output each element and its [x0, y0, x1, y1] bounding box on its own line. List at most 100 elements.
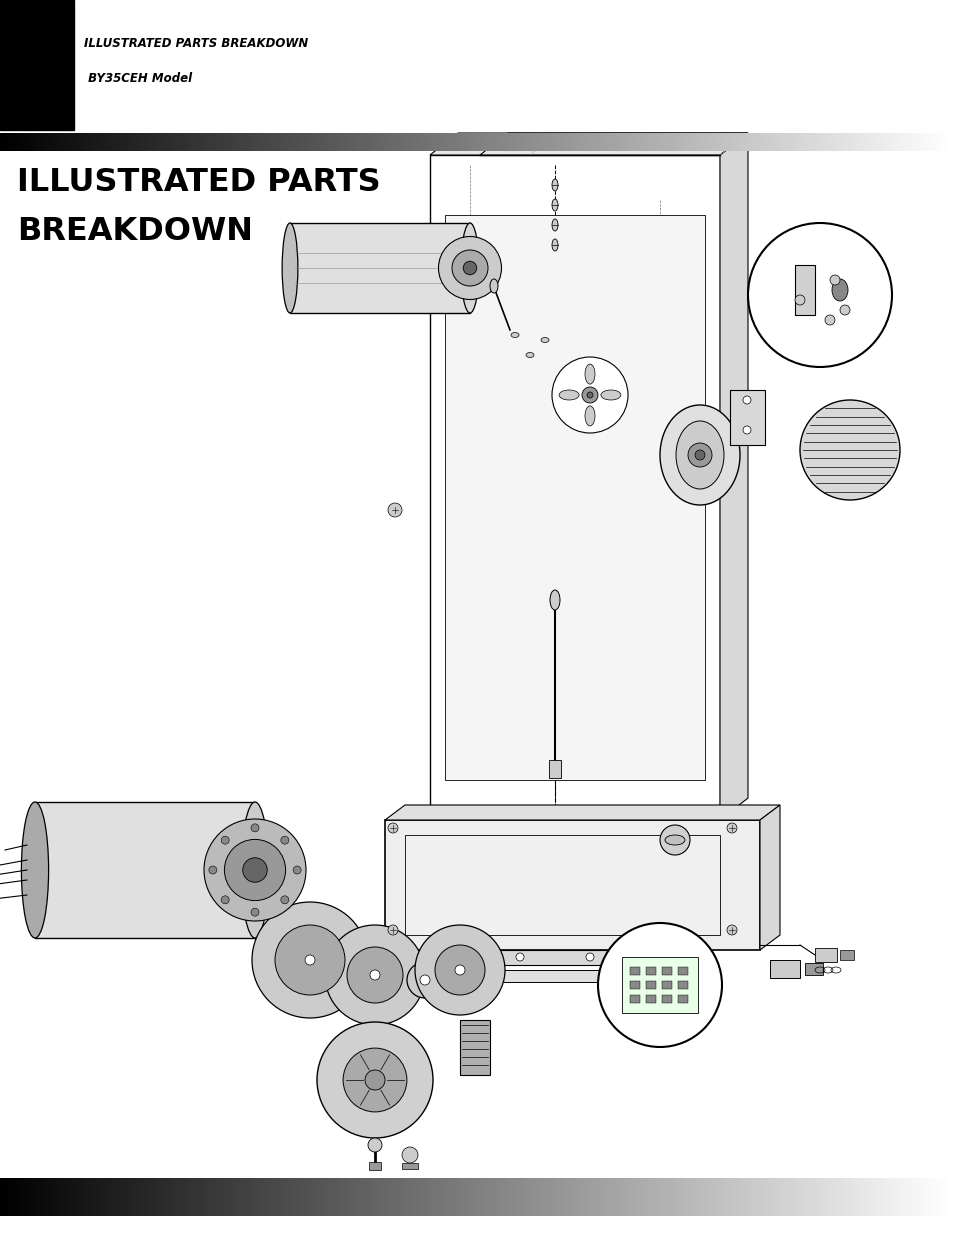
Circle shape — [435, 945, 484, 995]
Circle shape — [401, 1147, 417, 1163]
Circle shape — [343, 1049, 407, 1112]
Circle shape — [204, 819, 306, 921]
Polygon shape — [760, 805, 780, 950]
Circle shape — [794, 295, 804, 305]
Circle shape — [586, 391, 593, 398]
Polygon shape — [720, 133, 747, 820]
Circle shape — [438, 236, 501, 300]
Bar — [444, 215, 704, 781]
Ellipse shape — [490, 279, 497, 293]
Circle shape — [325, 925, 424, 1025]
Bar — [678, 995, 687, 1003]
Circle shape — [316, 1023, 433, 1137]
Bar — [840, 950, 853, 960]
Ellipse shape — [659, 405, 740, 505]
Ellipse shape — [21, 802, 49, 939]
Ellipse shape — [525, 352, 534, 357]
Circle shape — [455, 965, 464, 974]
Circle shape — [368, 1137, 381, 1152]
Ellipse shape — [552, 240, 558, 251]
Text: ILLUSTRATED PARTS BREAKDOWN: ILLUSTRATED PARTS BREAKDOWN — [84, 37, 308, 51]
Polygon shape — [385, 805, 780, 820]
Bar — [645, 981, 656, 989]
Bar — [629, 995, 639, 1003]
Ellipse shape — [552, 219, 558, 231]
Circle shape — [221, 836, 229, 845]
Circle shape — [280, 895, 289, 904]
Circle shape — [552, 357, 627, 433]
Polygon shape — [439, 969, 659, 982]
Circle shape — [585, 953, 594, 961]
Polygon shape — [430, 156, 720, 820]
Bar — [629, 981, 639, 989]
Text: BY35CEH Model: BY35CEH Model — [84, 72, 192, 85]
Circle shape — [800, 400, 899, 500]
Bar — [405, 835, 720, 935]
Circle shape — [305, 955, 314, 965]
Ellipse shape — [558, 390, 578, 400]
Circle shape — [347, 947, 402, 1003]
Circle shape — [840, 305, 849, 315]
Circle shape — [656, 953, 663, 961]
Circle shape — [293, 866, 301, 874]
Bar — [661, 981, 671, 989]
Text: ILLUSTRATED PARTS: ILLUSTRATED PARTS — [17, 167, 380, 198]
Circle shape — [388, 503, 401, 517]
Ellipse shape — [241, 802, 269, 939]
Bar — [769, 960, 800, 978]
Circle shape — [407, 962, 442, 998]
Circle shape — [221, 895, 229, 904]
Circle shape — [388, 925, 397, 935]
Bar — [369, 1162, 380, 1170]
Bar — [678, 967, 687, 974]
Circle shape — [726, 925, 737, 935]
Ellipse shape — [676, 421, 723, 489]
Circle shape — [252, 902, 368, 1018]
Circle shape — [388, 823, 397, 832]
Circle shape — [695, 450, 704, 459]
Polygon shape — [385, 820, 760, 950]
Circle shape — [829, 275, 840, 285]
Ellipse shape — [550, 590, 559, 610]
Bar — [661, 995, 671, 1003]
Polygon shape — [290, 224, 470, 312]
Bar — [621, 957, 698, 1013]
Circle shape — [747, 224, 891, 367]
Bar — [548, 760, 560, 778]
Circle shape — [242, 858, 267, 882]
Ellipse shape — [584, 406, 595, 426]
Circle shape — [726, 823, 737, 832]
Circle shape — [824, 315, 834, 325]
Circle shape — [365, 1070, 385, 1091]
Ellipse shape — [584, 364, 595, 384]
Circle shape — [516, 953, 523, 961]
Polygon shape — [794, 266, 814, 315]
Ellipse shape — [540, 337, 548, 342]
Polygon shape — [430, 950, 700, 965]
Circle shape — [251, 824, 258, 832]
Circle shape — [685, 953, 693, 961]
Circle shape — [742, 426, 750, 433]
Ellipse shape — [511, 332, 518, 337]
Polygon shape — [430, 133, 747, 156]
Bar — [0, 0, 74, 130]
Circle shape — [742, 396, 750, 404]
Circle shape — [415, 925, 504, 1015]
Text: BREAKDOWN: BREAKDOWN — [17, 216, 253, 247]
Ellipse shape — [552, 179, 558, 191]
Circle shape — [274, 925, 345, 995]
Bar — [729, 390, 764, 445]
Circle shape — [224, 840, 285, 900]
Circle shape — [446, 953, 454, 961]
Circle shape — [463, 262, 476, 274]
Bar — [804, 963, 822, 974]
Bar — [459, 1020, 490, 1074]
Ellipse shape — [282, 224, 297, 312]
Ellipse shape — [600, 390, 620, 400]
Circle shape — [209, 866, 216, 874]
Polygon shape — [479, 133, 747, 156]
Bar — [629, 967, 639, 974]
Circle shape — [251, 908, 258, 916]
Ellipse shape — [664, 835, 684, 845]
Bar — [645, 967, 656, 974]
